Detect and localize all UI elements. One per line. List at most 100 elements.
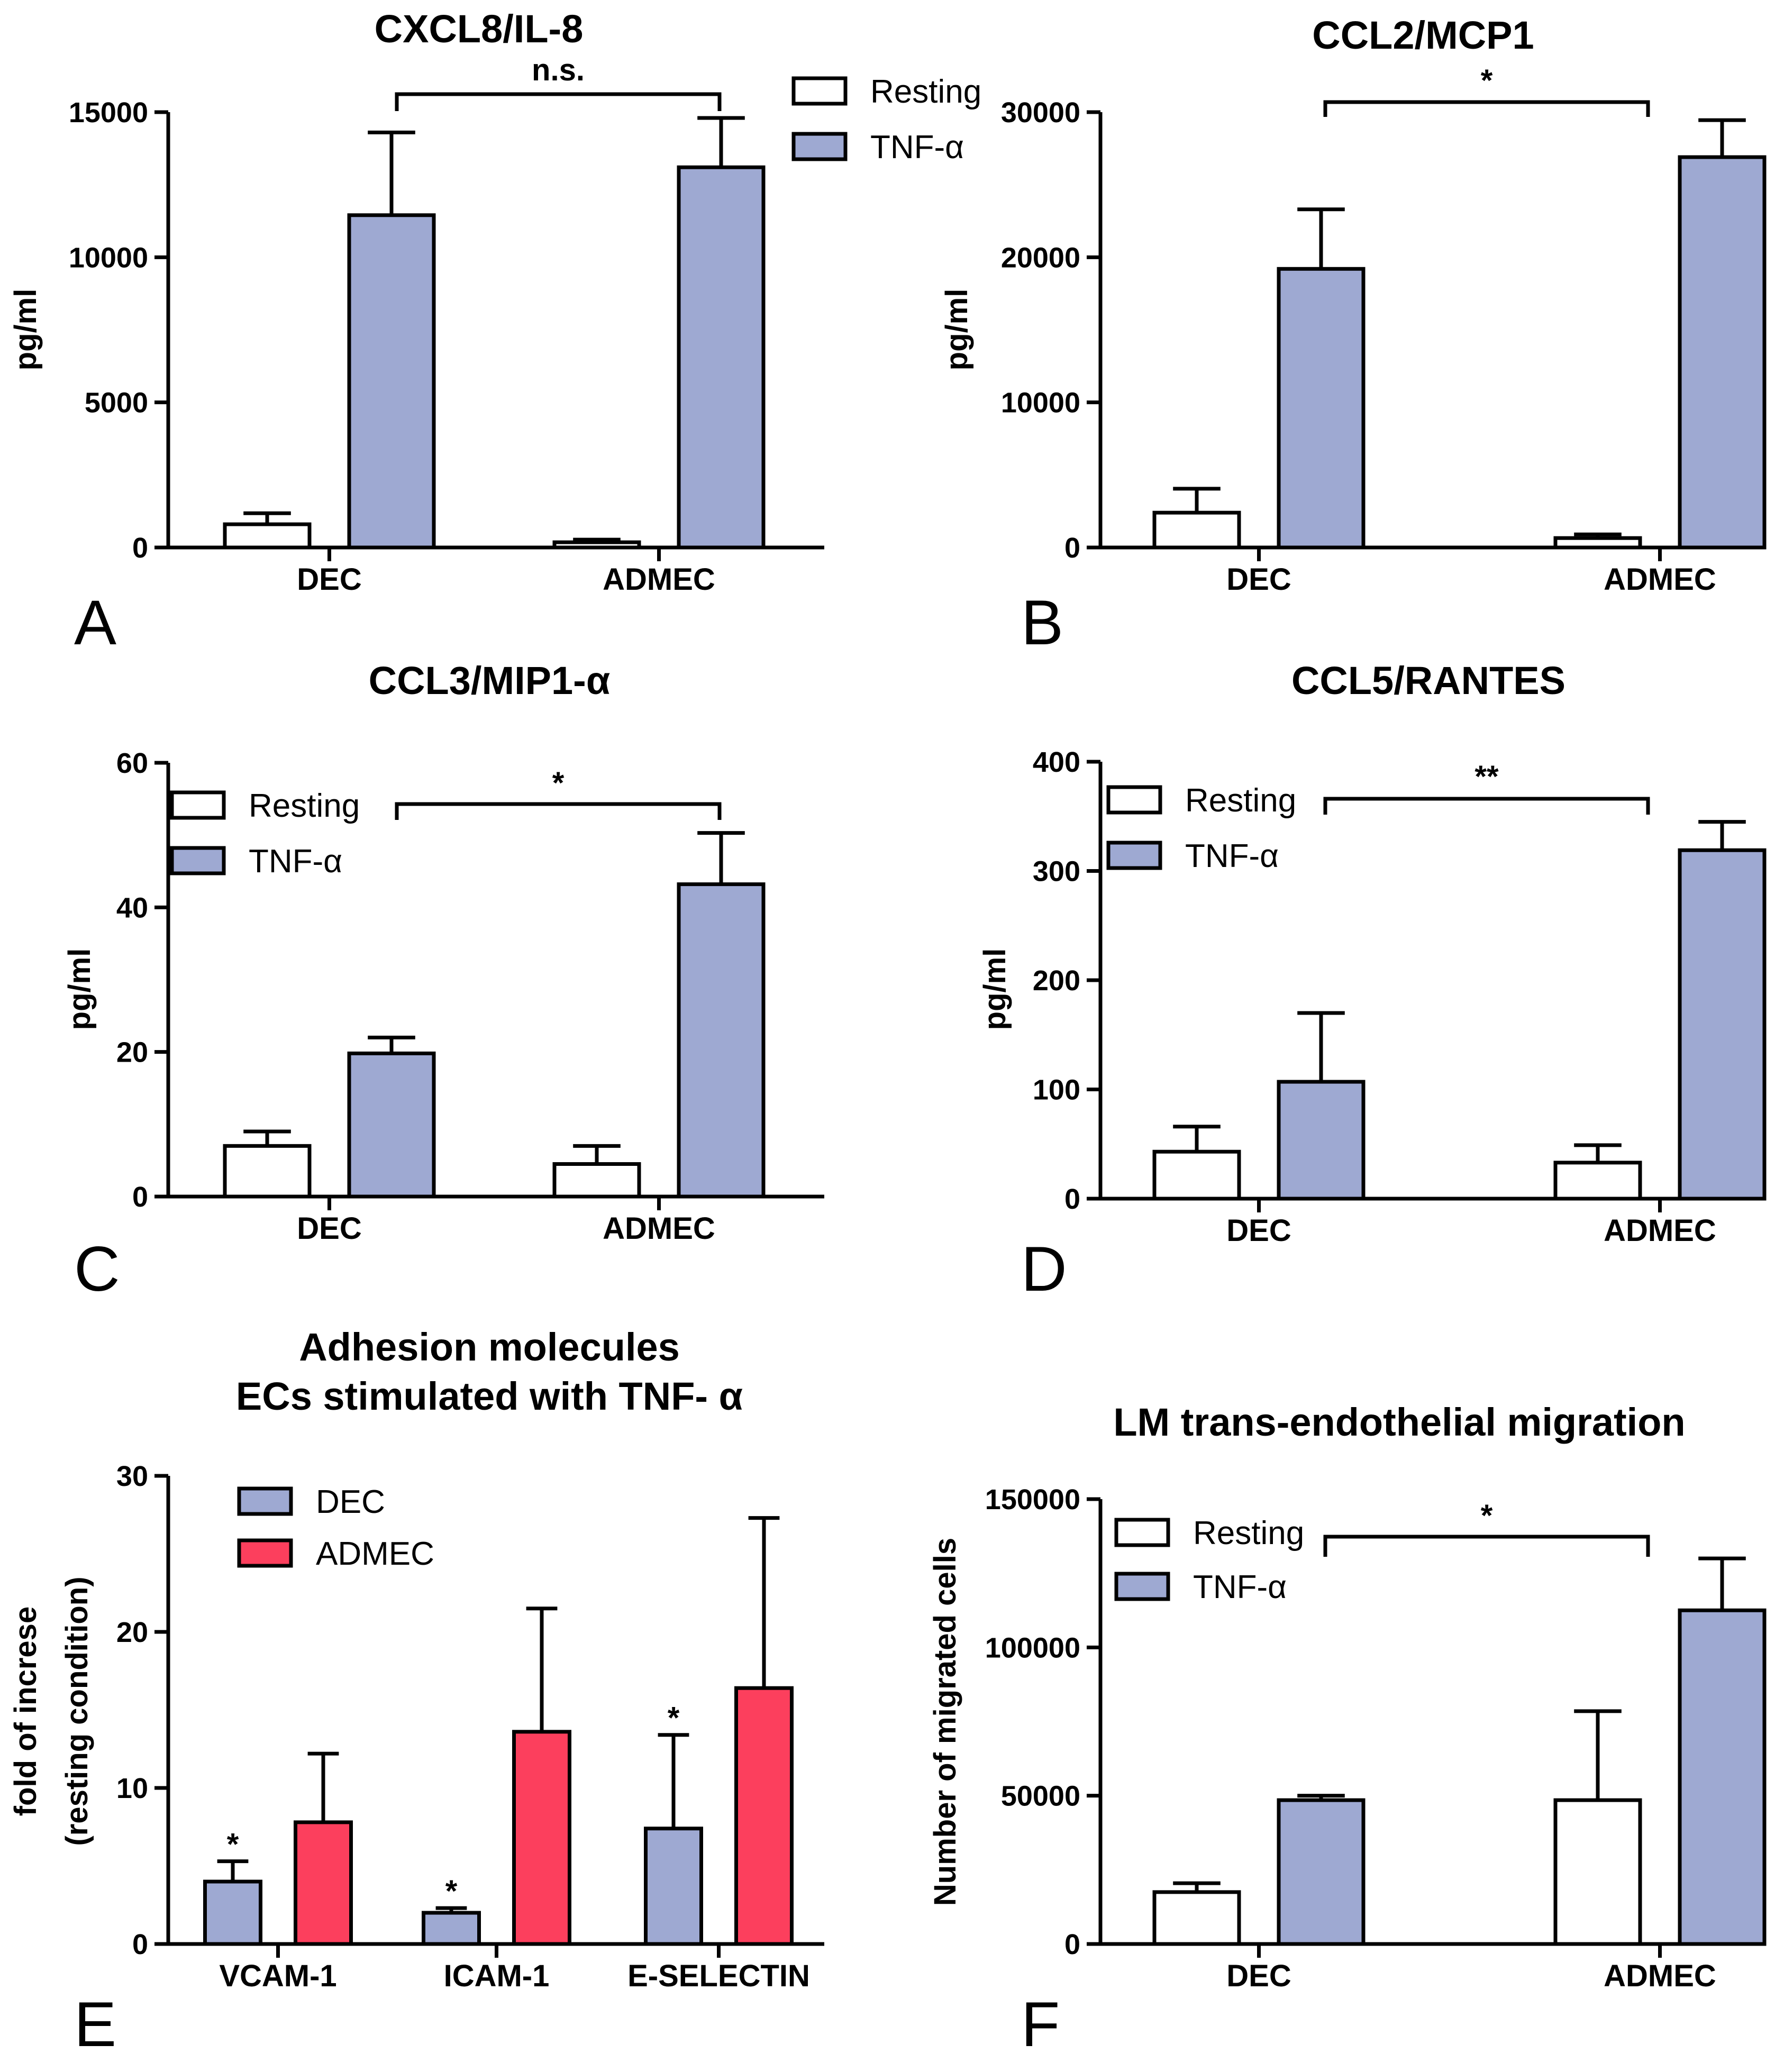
y-tick-label: 0	[132, 1929, 148, 1960]
y-tick-label: 10	[116, 1773, 148, 1804]
bar-resting	[1553, 536, 1642, 550]
panel-label: C	[74, 1234, 120, 1304]
legend-label: Resting	[249, 788, 360, 824]
y-tick-label: 100	[1033, 1074, 1080, 1106]
y-tick-label: 20000	[1001, 242, 1080, 273]
significance-label: **	[1474, 760, 1499, 794]
chart-title: CCL5/RANTES	[1291, 659, 1565, 702]
legend-swatch-admec	[237, 1538, 293, 1568]
bar-resting	[1553, 1798, 1642, 1946]
x-tick-label: DEC	[297, 562, 361, 597]
chart-panel-f: LM trans-endothelial migration Number of …	[928, 1400, 1767, 2060]
significance-label: n.s.	[532, 53, 585, 87]
panel-label: B	[1021, 587, 1063, 658]
bar-tnf-	[347, 1051, 436, 1199]
bar-admec	[294, 1820, 353, 1946]
legend-label: TNF-α	[1193, 1569, 1287, 1605]
chart-title: CCL3/MIP1-α	[369, 659, 611, 702]
y-tick-label: 40	[116, 892, 148, 924]
legend-label: ADMEC	[316, 1536, 434, 1572]
significance-mark: *	[445, 1874, 458, 1909]
bar-tnf-	[1678, 155, 1767, 550]
bar-tnf-	[1277, 267, 1366, 550]
panel-label: A	[74, 587, 116, 658]
y-tick-label: 60	[116, 747, 148, 779]
y-tick-label: 30	[116, 1461, 148, 1492]
y-tick-label: 50000	[1001, 1781, 1080, 1812]
chart-title: LM trans-endothelial migration	[1113, 1400, 1685, 1444]
x-tick-label: DEC	[297, 1211, 361, 1246]
y-tick-label: 400	[1033, 746, 1080, 778]
legend-label: Resting	[870, 74, 981, 110]
bar-tnf-	[677, 882, 766, 1199]
chart-panel-e: Adhesion molecules ECs stimulated with TN…	[8, 1325, 824, 2060]
x-tick-label: DEC	[1226, 1213, 1291, 1248]
chart-subtitle: ECs stimulated with TNF- α	[236, 1374, 743, 1418]
bar-tnf-	[1277, 1798, 1366, 1946]
bar-tnf-	[347, 213, 436, 550]
legend-swatch-tnf-	[1114, 1572, 1170, 1601]
chart-panel-b: CCL2/MCP1 pg/ml 0 10000 20000 30000 DEC ADMEC * B	[940, 13, 1767, 658]
bar-resting	[552, 540, 641, 550]
bar-resting	[552, 1162, 641, 1199]
x-tick-label: ADMEC	[603, 1211, 715, 1246]
y-tick-label: 0	[1064, 532, 1080, 564]
bar-resting	[1152, 1890, 1241, 1946]
significance-mark: *	[227, 1828, 239, 1862]
significance-label: *	[1481, 63, 1493, 98]
legend-swatch-resting	[1106, 785, 1162, 815]
chart-panel-d: CCL5/RANTES pg/ml 0 100 200 300 400 DEC ADMEC Res…	[978, 659, 1767, 1304]
x-tick-label: ADMEC	[603, 562, 715, 597]
legend-label: Resting	[1185, 782, 1296, 819]
legend-swatch-tnf-	[170, 846, 226, 875]
y-tick-label: 300	[1033, 856, 1080, 888]
x-tick-label: E-SELECTIN	[627, 1959, 810, 1993]
panel-label: D	[1021, 1234, 1067, 1304]
legend-swatch-tnf-	[791, 132, 848, 161]
y-axis-label: pg/ml	[940, 289, 974, 371]
x-tick-label: ADMEC	[1604, 1959, 1716, 1993]
bar-tnf-	[1678, 848, 1767, 1201]
chart-title: CXCL8/IL-8	[375, 7, 584, 51]
bar-dec	[422, 1911, 481, 1946]
chart-title: CCL2/MCP1	[1312, 13, 1534, 57]
significance-bracket	[1323, 797, 1650, 815]
y-tick-label: 10000	[69, 242, 148, 273]
y-axis-label: pg/ml	[62, 948, 97, 1030]
panel-label: E	[74, 1989, 116, 2060]
bar-resting	[1553, 1161, 1642, 1201]
y-axis-label: pg/ml	[8, 289, 43, 371]
legend-label: Resting	[1193, 1515, 1304, 1551]
legend-label: TNF-α	[1185, 838, 1279, 874]
y-tick-label: 0	[132, 532, 148, 564]
chart-panel-c: CCL3/MIP1-α pg/ml 0 20 40 60 DEC ADMEC Resting TN…	[62, 659, 824, 1304]
y-tick-label: 0	[1064, 1183, 1080, 1215]
chart-title: Adhesion molecules	[299, 1325, 680, 1369]
significance-bracket	[1323, 100, 1650, 117]
bar-resting	[223, 522, 312, 550]
bar-dec	[203, 1879, 262, 1946]
x-tick-label: DEC	[1226, 562, 1291, 597]
significance-bracket	[1323, 1535, 1650, 1557]
y-tick-label: 20	[116, 1617, 148, 1648]
legend-swatch-resting	[791, 76, 848, 106]
y-tick-label: 0	[132, 1181, 148, 1213]
x-tick-label: VCAM-1	[219, 1959, 336, 1993]
significance-bracket	[395, 92, 722, 111]
y-tick-label: 200	[1033, 965, 1080, 997]
y-tick-label: 20	[116, 1037, 148, 1069]
y-tick-label: 15000	[69, 97, 148, 129]
legend-swatch-resting	[1114, 1518, 1170, 1547]
bar-admec	[734, 1686, 794, 1946]
legend-swatch-resting	[170, 790, 226, 820]
bar-tnf-	[677, 165, 766, 550]
y-tick-label: 100000	[985, 1632, 1080, 1664]
legend-label: DEC	[316, 1484, 385, 1520]
y-tick-label: 150000	[985, 1484, 1080, 1516]
y-axis-label: fold of increse	[8, 1607, 43, 1816]
significance-mark: *	[668, 1701, 680, 1736]
bar-resting	[223, 1144, 312, 1199]
legend-swatch-tnf-	[1106, 841, 1162, 870]
y-axis-label: pg/ml	[978, 948, 1012, 1030]
